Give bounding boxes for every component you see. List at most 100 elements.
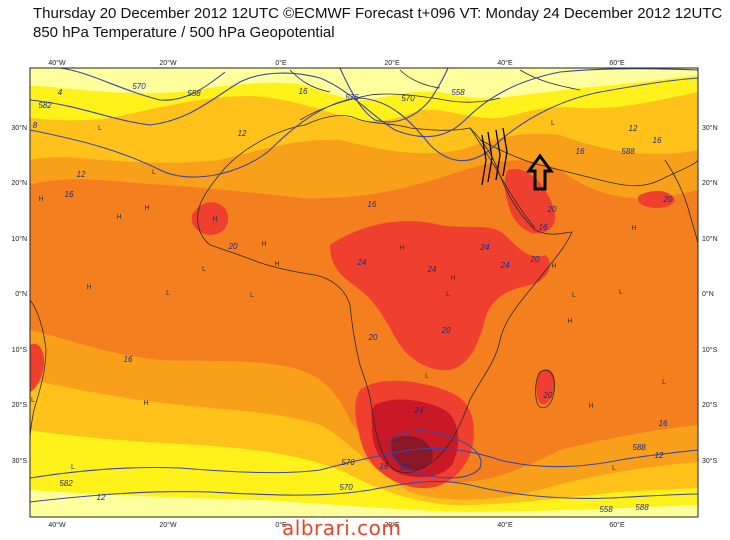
temperature-field xyxy=(30,68,698,517)
lat-tick-label: 10°N xyxy=(702,235,718,243)
lat-tick-label: 20°S xyxy=(702,401,718,409)
coastlines xyxy=(30,69,698,473)
temperature-contour-label: 20 xyxy=(663,195,673,204)
temperature-band-pale-yellow-south xyxy=(30,490,698,517)
geopotential-contour xyxy=(30,447,698,479)
arabia-coastline xyxy=(479,139,698,187)
south-america-coastline xyxy=(30,299,47,441)
temperature-core-southern-africa-max xyxy=(391,435,433,471)
lon-tick-label: 0°E xyxy=(275,521,287,529)
geopotential-contour xyxy=(30,77,698,178)
temperature-contour-label: 20 xyxy=(441,326,451,335)
lat-tick-label: 30°S xyxy=(702,457,718,465)
latitude-left-axis: 30°N 20°N 10°N 0°N 10°S 20°S 30°S xyxy=(11,124,27,465)
temperature-contour-label: 20 xyxy=(543,391,553,400)
temperature-contour-label: 12 xyxy=(238,129,247,138)
geopotential-contour-label: 570 xyxy=(132,82,146,91)
temperature-core-west-africa xyxy=(191,202,229,235)
high-pressure-marker: H xyxy=(567,318,572,325)
lon-tick-label: 60°E xyxy=(609,59,625,67)
geopotential-contour xyxy=(30,480,698,503)
longitude-top-axis: 40°W 20°W 0°E 20°E 40°E 60°E xyxy=(48,59,625,67)
geopotential-contour xyxy=(339,68,449,123)
temperature-contour-label: 24 xyxy=(414,406,424,415)
temperature-core-madagascar xyxy=(536,369,556,405)
temperature-core-south-america xyxy=(30,343,45,392)
temperature-contour-label: 24 xyxy=(357,258,367,267)
temperature-contour-label: 20 xyxy=(228,242,238,251)
contour-labels: 4 8 12 16 16 16 16 16 16 12 12 12 16 20 … xyxy=(33,82,673,514)
lon-tick-label: 40°E xyxy=(497,59,513,67)
geopotential-contour-label: 588 xyxy=(621,147,635,156)
lat-tick-label: 10°N xyxy=(11,235,27,243)
low-pressure-marker: L xyxy=(612,465,616,472)
high-pressure-marker: H xyxy=(631,225,636,232)
temperature-contour-label: 16 xyxy=(539,223,548,232)
lat-tick-label: 30°N xyxy=(702,124,718,132)
up-arrow-icon xyxy=(526,153,554,191)
low-pressure-marker: L xyxy=(31,397,35,404)
annotation-line xyxy=(502,127,508,177)
annotation-line xyxy=(487,131,493,183)
high-pressure-marker: H xyxy=(274,261,279,268)
geopotential-contour-label: 570 xyxy=(401,94,415,103)
low-pressure-marker: L xyxy=(71,464,75,471)
geopotential-contour xyxy=(30,68,698,138)
temperature-core-arabia xyxy=(637,190,675,208)
low-pressure-marker: L xyxy=(202,266,206,273)
high-pressure-marker: H xyxy=(551,263,556,270)
low-pressure-marker: L xyxy=(572,292,576,299)
temperature-contour-label: 12 xyxy=(97,493,106,502)
low-pressure-marker: L xyxy=(446,291,450,298)
temperature-contour-label: 12 xyxy=(629,124,638,133)
map-title: Thursday 20 December 2012 12UTC ©ECMWF F… xyxy=(33,4,722,42)
high-pressure-marker: H xyxy=(212,216,217,223)
longitude-bottom-axis: 40°W 20°W 0°E 20°E 40°E 60°E xyxy=(48,521,625,529)
temperature-contour-label: 16 xyxy=(659,419,668,428)
temperature-contour-label: 16 xyxy=(65,190,74,199)
high-pressure-marker: H xyxy=(116,214,121,221)
high-pressure-marker: H xyxy=(86,284,91,291)
map-frame xyxy=(29,67,699,518)
europe-coastline xyxy=(289,69,581,93)
lat-tick-label: 20°N xyxy=(11,179,27,187)
high-pressure-marker: H xyxy=(261,241,266,248)
geopotential-contour-label: 558 xyxy=(599,505,613,514)
high-pressure-marker: H xyxy=(144,205,149,212)
temperature-contour-label: 12 xyxy=(77,170,86,179)
watermark-logo: albrari.com xyxy=(282,516,402,540)
geopotential-contour xyxy=(59,68,226,101)
lon-tick-label: 20°W xyxy=(159,59,177,67)
geopotential-contours xyxy=(30,68,698,503)
high-pressure-marker: H xyxy=(38,196,43,203)
high-pressure-marker: H xyxy=(399,245,404,252)
high-pressure-marker: H xyxy=(588,403,593,410)
high-pressure-marker: H xyxy=(143,400,148,407)
annotation-line xyxy=(481,134,487,186)
low-pressure-marker: L xyxy=(551,120,555,127)
low-pressure-marker: L xyxy=(166,290,170,297)
lon-tick-label: 0°E xyxy=(275,59,287,67)
temperature-contour-label: 20 xyxy=(368,333,378,342)
temperature-contour-label: 12 xyxy=(655,451,664,460)
madagascar-coastline xyxy=(535,369,555,409)
lat-tick-label: 0°N xyxy=(15,290,27,298)
annotation-line xyxy=(495,129,501,181)
low-pressure-marker: L xyxy=(250,292,254,299)
africa-coastline xyxy=(197,115,573,473)
lon-tick-label: 40°W xyxy=(48,59,66,67)
lon-tick-label: 40°E xyxy=(497,521,513,529)
temperature-core-central-africa xyxy=(330,221,550,371)
lat-tick-label: 30°N xyxy=(11,124,27,132)
geopotential-contour-label: 576 xyxy=(345,93,359,102)
lon-tick-label: 20°E xyxy=(384,59,400,67)
temperature-core-horn xyxy=(504,169,556,234)
lat-tick-label: 10°S xyxy=(702,346,718,354)
temperature-contour-label: 24 xyxy=(427,265,437,274)
low-pressure-marker: L xyxy=(662,379,666,386)
geopotential-contour-label: 558 xyxy=(187,89,201,98)
geopotential-contour-label: 570 xyxy=(339,483,353,492)
temperature-contour-label: 24 xyxy=(500,261,510,270)
low-pressure-marker: L xyxy=(393,436,397,443)
